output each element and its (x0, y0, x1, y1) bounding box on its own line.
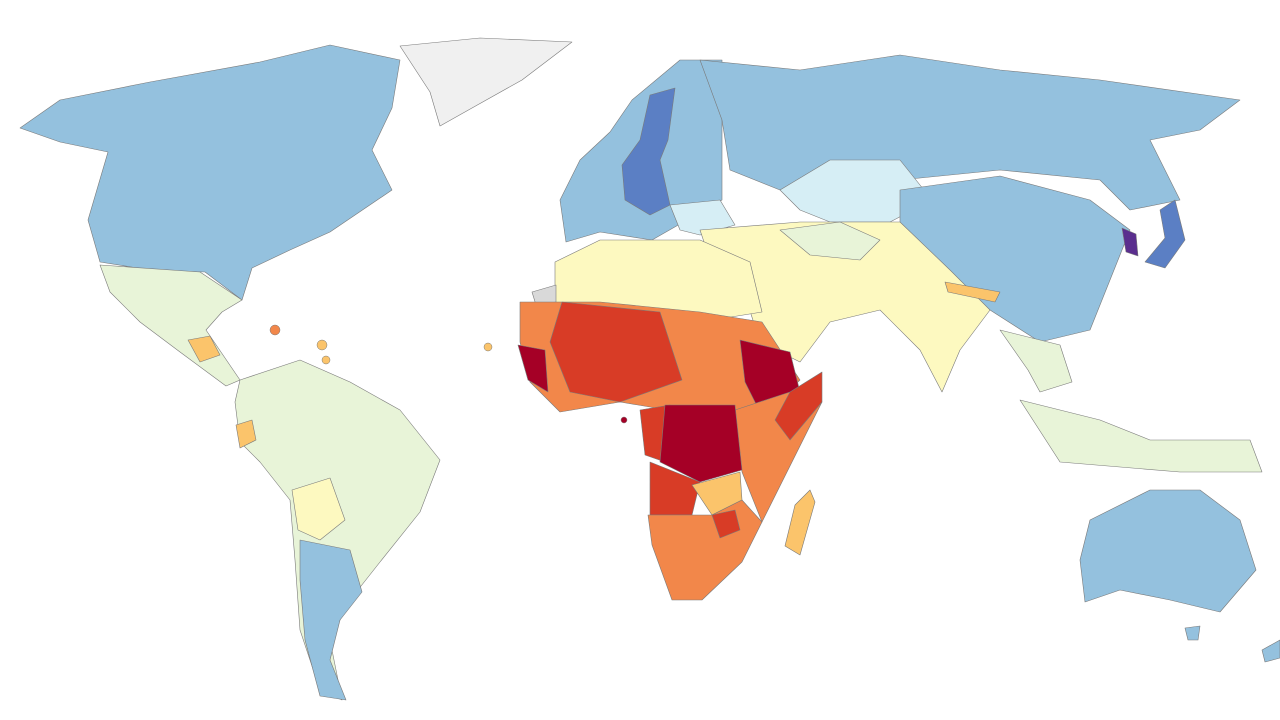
drc (659, 404, 743, 483)
greenland (399, 37, 573, 127)
sao-tome (620, 416, 628, 424)
sahel (549, 301, 683, 403)
caribbean (316, 339, 328, 351)
korea (1121, 227, 1139, 257)
new-zealand (1261, 639, 1280, 663)
tasmania (1184, 625, 1201, 641)
guatemala-honduras (187, 335, 221, 363)
ecuador (235, 419, 257, 449)
zimbabwe (711, 509, 741, 539)
caribbean (321, 355, 331, 365)
central-asia (779, 221, 881, 261)
senegal-sierra-leone (517, 344, 549, 393)
bolivia (291, 477, 346, 541)
madagascar (784, 489, 816, 556)
japan (1144, 199, 1186, 269)
indonesia (1019, 399, 1263, 473)
australia (1079, 489, 1257, 613)
argentina (299, 539, 363, 701)
caribbean (269, 324, 281, 336)
somalia-kenya (774, 371, 823, 441)
southeast-asia (999, 329, 1073, 393)
nepal-bangladesh (944, 281, 1001, 303)
scandinavia-central-europe (621, 87, 676, 216)
canada-usa (19, 44, 401, 301)
south-america (234, 359, 441, 701)
cape-verde (483, 342, 493, 352)
